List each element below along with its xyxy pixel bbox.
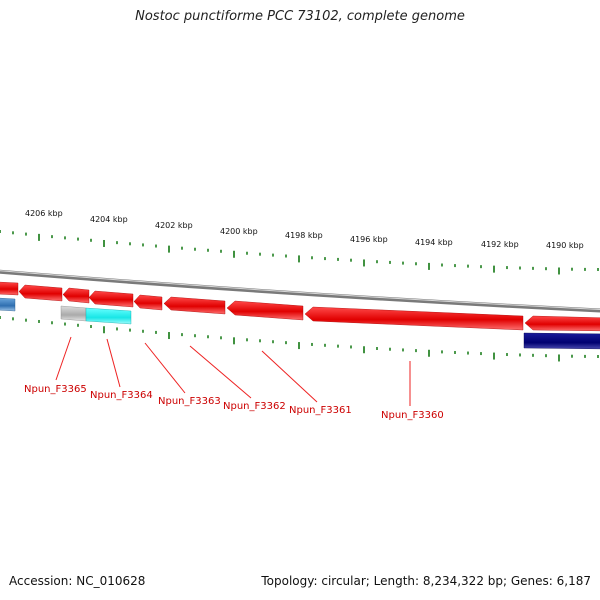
reverse-strand-genes (0, 297, 600, 350)
gene-block-navy[interactable] (523, 332, 600, 350)
leader-line (106, 338, 121, 388)
gene-label[interactable]: Npun_F3364 (90, 390, 153, 401)
gene-arrow[interactable] (304, 306, 524, 331)
leader-line (55, 336, 72, 381)
gene-arrow[interactable] (88, 290, 134, 308)
gene-arrow[interactable] (133, 294, 163, 311)
gene-label[interactable]: Npun_F3362 (223, 401, 286, 412)
scale-label: 4196 kbp (350, 235, 388, 244)
leader-line (261, 350, 318, 403)
forward-strand-genes (0, 281, 600, 332)
map-title: Nostoc punctiforme PCC 73102, complete g… (135, 9, 465, 24)
genome-backbone-highlight (0, 270, 600, 311)
gene-arrow[interactable] (163, 296, 226, 315)
gene-block-cyan[interactable] (85, 307, 132, 325)
scale-label: 4202 kbp (155, 221, 193, 230)
genome-summary-text: Topology: circular; Length: 8,234,322 bp… (261, 574, 591, 588)
gene-label[interactable]: Npun_F3361 (289, 405, 352, 416)
gene-block-grey[interactable] (60, 305, 87, 322)
upper-scale-ticks (0, 230, 599, 275)
scale-label: 4192 kbp (481, 240, 519, 249)
gene-arrow[interactable] (0, 281, 19, 296)
gene-arrow[interactable] (18, 284, 63, 302)
gene-label[interactable]: Npun_F3365 (24, 384, 87, 395)
gene-label[interactable]: Npun_F3360 (381, 410, 444, 421)
gene-labels: Npun_F3365 Npun_F3364 Npun_F3363 Npun_F3… (24, 384, 444, 421)
scale-label: 4204 kbp (90, 215, 128, 224)
genome-backbone (0, 269, 600, 313)
scale-labels: 4206 kbp 4204 kbp 4202 kbp 4200 kbp 4198… (25, 209, 584, 250)
lower-scale-ticks (0, 316, 599, 362)
gene-block-blue[interactable] (0, 297, 16, 312)
leader-line (189, 345, 252, 399)
leader-line (144, 342, 186, 394)
accession-text: Accession: NC_010628 (9, 574, 146, 588)
scale-label: 4190 kbp (546, 241, 584, 250)
scale-label: 4198 kbp (285, 231, 323, 240)
gene-arrow[interactable] (62, 287, 90, 304)
scale-label: 4194 kbp (415, 238, 453, 247)
scale-label: 4206 kbp (25, 209, 63, 218)
scale-label: 4200 kbp (220, 227, 258, 236)
gene-arrow[interactable] (524, 315, 600, 332)
gene-arrow[interactable] (226, 300, 304, 321)
gene-label[interactable]: Npun_F3363 (158, 396, 221, 407)
gene-leader-lines (55, 336, 411, 406)
